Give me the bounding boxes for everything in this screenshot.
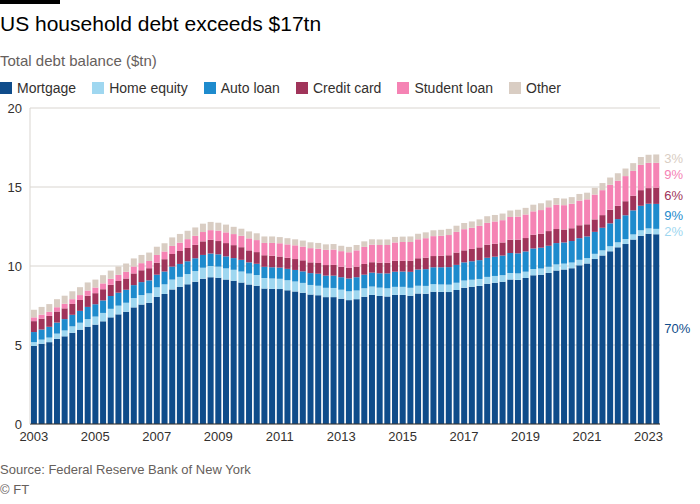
svg-text:2%: 2% <box>664 224 683 239</box>
svg-text:9%: 9% <box>664 167 683 182</box>
svg-text:2021: 2021 <box>573 429 602 444</box>
svg-text:2015: 2015 <box>388 429 417 444</box>
svg-text:70%: 70% <box>664 321 690 336</box>
html-text:Other: Other <box>526 80 561 96</box>
html-text:Mortgage: Mortgage <box>17 80 77 96</box>
svg-text:2009: 2009 <box>204 429 233 444</box>
html-text:Source: Federal Reserve Bank o: Source: Federal Reserve Bank of New York <box>0 462 251 477</box>
svg-text:10: 10 <box>8 259 22 274</box>
svg-text:6%: 6% <box>664 188 683 203</box>
html-text:US household debt exceeds $17t: US household debt exceeds $17tn <box>0 12 322 35</box>
svg-text:2013: 2013 <box>327 429 356 444</box>
svg-text:5: 5 <box>15 338 22 353</box>
svg-text:3%: 3% <box>664 151 683 166</box>
svg-text:2003: 2003 <box>19 429 48 444</box>
html-text:Auto loan: Auto loan <box>220 80 280 96</box>
svg-text:9%: 9% <box>664 208 683 223</box>
svg-text:2017: 2017 <box>450 429 479 444</box>
svg-text:20: 20 <box>8 101 22 116</box>
html-text:Student loan: Student loan <box>414 80 493 96</box>
svg-text:2023: 2023 <box>634 429 663 444</box>
svg-text:0: 0 <box>15 417 22 432</box>
svg-text:2019: 2019 <box>511 429 540 444</box>
html-text:© FT: © FT <box>0 482 30 497</box>
html-text:Home equity: Home equity <box>109 80 188 96</box>
svg-text:2007: 2007 <box>142 429 171 444</box>
html-text:Total debt balance ($tn): Total debt balance ($tn) <box>0 52 157 69</box>
html-text:Credit card: Credit card <box>312 80 382 96</box>
svg-text:15: 15 <box>8 180 22 195</box>
svg-text:2005: 2005 <box>81 429 110 444</box>
svg-text:2011: 2011 <box>266 429 294 444</box>
